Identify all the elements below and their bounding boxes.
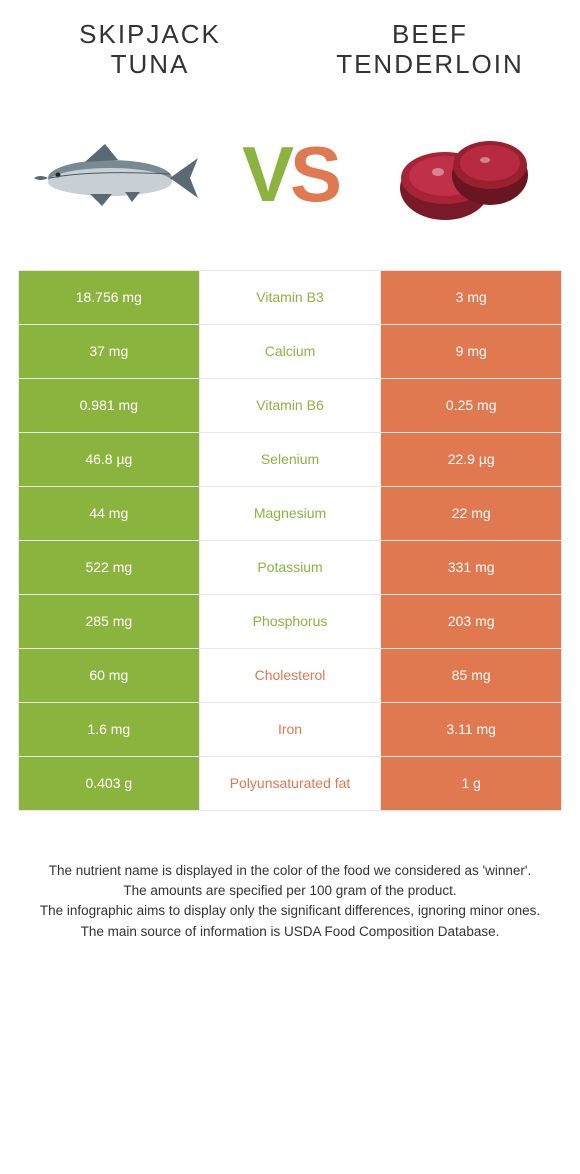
table-row: 0.981 mgVitamin B60.25 mg: [19, 378, 562, 432]
nutrient-label: Potassium: [199, 540, 381, 594]
beef-icon: [390, 120, 540, 230]
footer-line: The amounts are specified per 100 gram o…: [30, 881, 550, 901]
nutrient-label: Vitamin B3: [199, 270, 381, 324]
right-value: 9 mg: [381, 324, 562, 378]
left-value: 522 mg: [19, 540, 200, 594]
right-value: 3 mg: [381, 270, 562, 324]
right-value: 331 mg: [381, 540, 562, 594]
right-value: 22 mg: [381, 486, 562, 540]
right-value: 0.25 mg: [381, 378, 562, 432]
vs-v: V: [242, 130, 290, 218]
table-row: 60 mgCholesterol85 mg: [19, 648, 562, 702]
table-row: 0.403 gPolyunsaturated fat1 g: [19, 756, 562, 810]
table-row: 46.8 µgSelenium22.9 µg: [19, 432, 562, 486]
left-value: 0.403 g: [19, 756, 200, 810]
table-row: 522 mgPotassium331 mg: [19, 540, 562, 594]
left-value: 18.756 mg: [19, 270, 200, 324]
nutrient-label: Phosphorus: [199, 594, 381, 648]
right-value: 203 mg: [381, 594, 562, 648]
title-left: Skipjack Tuna: [40, 20, 260, 80]
table-row: 37 mgCalcium9 mg: [19, 324, 562, 378]
footer-line: The main source of information is USDA F…: [30, 922, 550, 942]
nutrient-label: Selenium: [199, 432, 381, 486]
nutrient-label: Calcium: [199, 324, 381, 378]
left-value: 0.981 mg: [19, 378, 200, 432]
tuna-icon: [30, 140, 200, 210]
table-body: 18.756 mgVitamin B33 mg37 mgCalcium9 mg0…: [19, 270, 562, 810]
left-value: 37 mg: [19, 324, 200, 378]
nutrient-label: Iron: [199, 702, 381, 756]
vs-row: VS: [0, 90, 580, 270]
right-value: 3.11 mg: [381, 702, 562, 756]
table-row: 44 mgMagnesium22 mg: [19, 486, 562, 540]
left-value: 60 mg: [19, 648, 200, 702]
right-value: 1 g: [381, 756, 562, 810]
table-row: 1.6 mgIron3.11 mg: [19, 702, 562, 756]
vs-s: S: [290, 130, 338, 218]
left-value: 285 mg: [19, 594, 200, 648]
comparison-table: 18.756 mgVitamin B33 mg37 mgCalcium9 mg0…: [18, 270, 562, 811]
left-value: 44 mg: [19, 486, 200, 540]
right-value: 85 mg: [381, 648, 562, 702]
left-value: 1.6 mg: [19, 702, 200, 756]
footer-notes: The nutrient name is displayed in the co…: [0, 811, 580, 942]
nutrient-label: Polyunsaturated fat: [199, 756, 381, 810]
left-value: 46.8 µg: [19, 432, 200, 486]
nutrient-label: Vitamin B6: [199, 378, 381, 432]
footer-line: The nutrient name is displayed in the co…: [30, 861, 550, 881]
header: Skipjack Tuna Beef Tenderloin: [0, 0, 580, 90]
beef-image: [380, 120, 550, 230]
footer-line: The infographic aims to display only the…: [30, 901, 550, 921]
right-value: 22.9 µg: [381, 432, 562, 486]
nutrient-label: Cholesterol: [199, 648, 381, 702]
table-row: 18.756 mgVitamin B33 mg: [19, 270, 562, 324]
nutrient-label: Magnesium: [199, 486, 381, 540]
tuna-image: [30, 120, 200, 230]
vs-label: VS: [242, 129, 338, 220]
table-row: 285 mgPhosphorus203 mg: [19, 594, 562, 648]
title-right: Beef Tenderloin: [320, 20, 540, 80]
